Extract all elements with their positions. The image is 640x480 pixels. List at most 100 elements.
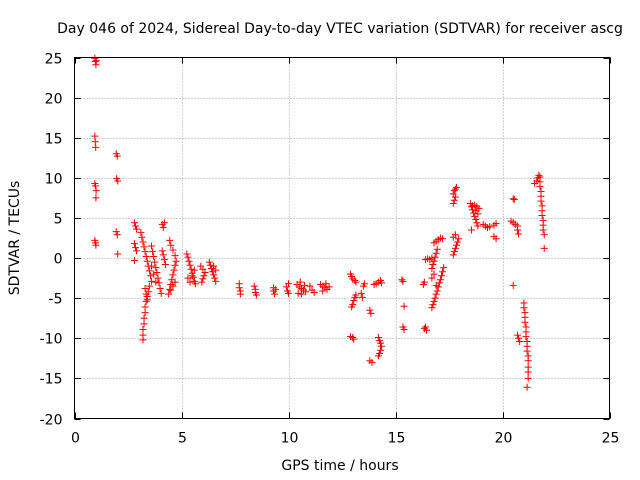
data-point [133,247,141,255]
data-point [399,277,407,285]
data-point [349,333,357,341]
data-point [535,171,543,179]
data-point [285,289,292,297]
y-tick-labels: -20 -15 -10 -5 0 5 10 15 20 25 [40,52,63,429]
data-point [400,325,408,333]
y-tick-label: 10 [45,172,63,188]
data-point [302,288,310,296]
data-point [523,347,531,355]
data-point [522,333,530,341]
data-point [148,242,156,250]
data-point [449,200,457,208]
data-point [210,262,218,270]
data-point [130,256,138,264]
data-point [211,274,219,282]
data-point [524,357,532,365]
data-point [430,270,438,278]
data-point [145,282,153,290]
data-point [368,358,376,366]
data-point [536,183,544,191]
data-point [141,248,149,256]
data-point [252,291,260,299]
plot-frame [74,57,610,419]
data-point [297,290,305,298]
data-point [449,233,457,241]
data-point [377,346,385,354]
y-tick-label: 25 [45,52,63,68]
data-point [169,271,177,279]
data-point [151,258,159,266]
data-point [306,282,314,290]
data-point [524,368,532,376]
data-point [473,219,481,227]
data-point [351,277,359,285]
data-point [296,278,304,286]
data-point [513,226,521,234]
data-point [184,253,192,261]
data-point [420,278,428,286]
data-point [188,272,196,280]
x-axis-label: GPS time / hours [281,458,398,474]
data-point [92,194,100,202]
data-point [310,289,318,297]
data-point [450,248,458,256]
data-point [157,289,165,297]
data-point [348,303,356,311]
data-point [510,195,518,203]
data-point [492,220,500,228]
data-point [161,260,169,268]
data-point [139,336,147,344]
data-point [428,274,436,282]
data-point [398,276,406,284]
x-tick-label: 25 [602,431,620,447]
data-point [141,309,149,317]
data-point [137,228,145,236]
data-point [113,152,121,160]
data-point [421,323,429,331]
data-point [130,219,138,227]
grid [74,57,610,419]
data-point [92,241,100,249]
chart-title: Day 046 of 2024, Sidereal Day-to-day VTE… [57,21,623,37]
data-point [166,285,174,293]
data-point [158,247,166,255]
y-axis-label: SDTVAR / TECUs [7,181,23,296]
data-point [430,297,438,305]
data-point [153,268,161,276]
data-point [472,216,480,224]
data-point [138,233,146,241]
data-point [377,339,385,347]
x-tick-label: 0 [71,431,80,447]
data-point [432,249,440,257]
data-point [152,278,160,286]
data-point [171,252,179,260]
data-point [146,272,154,280]
data-point [91,182,99,190]
data-point [540,231,548,239]
data-point [212,266,220,274]
data-point [374,352,382,360]
data-point [150,270,158,278]
data-point [160,256,168,264]
data-point [430,257,438,265]
data-point [171,278,179,286]
data-point [154,274,162,282]
data-point [152,264,160,272]
data-point [486,223,494,231]
data-point [428,304,436,312]
data-point [139,238,147,246]
data-point [198,278,206,286]
data-point [235,284,243,292]
data-point [539,226,547,234]
data-point [189,273,197,281]
data-point [184,274,192,282]
data-point [509,195,517,203]
data-point [350,335,358,343]
data-point [169,246,177,254]
data-point [185,257,193,265]
data-point [524,374,532,382]
data-point [200,272,208,280]
data-point [537,197,545,205]
data-point [201,268,209,276]
data-point [523,383,531,391]
